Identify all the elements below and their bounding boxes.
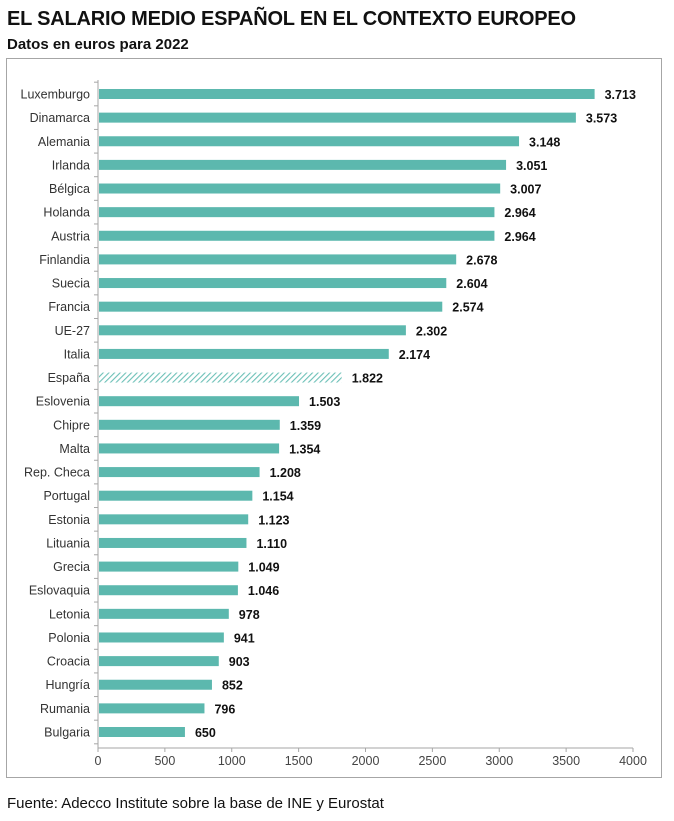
data-label: 1.110 [256, 537, 287, 551]
x-tick-label: 0 [95, 754, 102, 768]
x-tick-label: 500 [154, 754, 175, 768]
category-label: Dinamarca [30, 111, 90, 125]
bar [99, 278, 447, 289]
bar [99, 254, 457, 265]
bar [99, 396, 300, 407]
category-label: Alemania [38, 135, 90, 149]
category-label: Bulgaria [44, 726, 90, 740]
data-label: 1.049 [248, 561, 279, 575]
data-label: 3.051 [516, 159, 547, 173]
data-label: 1.154 [262, 490, 293, 504]
category-label: UE-27 [55, 324, 90, 338]
x-tick-label: 2500 [418, 754, 446, 768]
category-label: Luxemburgo [21, 88, 91, 102]
category-label: Rumania [40, 702, 90, 716]
x-tick-label: 3000 [485, 754, 513, 768]
category-label: Malta [59, 442, 90, 456]
bar [99, 443, 280, 454]
bar [99, 230, 495, 241]
category-label: Portugal [43, 489, 90, 503]
bar [99, 183, 501, 194]
category-label: Croacia [47, 655, 90, 669]
category-label: Letonia [49, 607, 90, 621]
x-tick-label: 1000 [218, 754, 246, 768]
category-label: Lituania [46, 536, 90, 550]
bar [99, 467, 260, 478]
data-label: 2.964 [504, 206, 535, 220]
bar [99, 372, 342, 383]
bar [99, 632, 224, 643]
bar [99, 89, 595, 99]
category-label: Estonia [48, 513, 90, 527]
bar [99, 136, 520, 147]
bar [99, 727, 185, 737]
category-label: Austria [51, 229, 90, 243]
category-label: Irlanda [52, 158, 90, 172]
category-label: Rep. Checa [24, 466, 90, 480]
bar [99, 608, 229, 619]
bar [99, 514, 249, 525]
category-label: Eslovaquia [29, 584, 90, 598]
data-label: 941 [234, 631, 255, 645]
x-tick-label: 1500 [285, 754, 313, 768]
bar [99, 112, 576, 123]
bar [99, 656, 219, 667]
data-label: 1.208 [270, 466, 301, 480]
x-tick-label: 2000 [352, 754, 380, 768]
bar [99, 703, 205, 714]
category-label: Chipre [53, 418, 90, 432]
data-label: 3.713 [605, 88, 636, 102]
category-label: España [48, 371, 90, 385]
bar [99, 561, 239, 572]
bar [99, 301, 443, 312]
category-label: Italia [64, 347, 90, 361]
data-label: 1.503 [309, 395, 340, 409]
data-label: 2.574 [452, 301, 483, 315]
data-label: 3.573 [586, 112, 617, 126]
category-label: Polonia [48, 631, 90, 645]
bar [99, 419, 280, 430]
source-note: Fuente: Adecco Institute sobre la base d… [7, 795, 384, 812]
data-label: 3.007 [510, 183, 541, 197]
data-label: 2.302 [416, 324, 447, 338]
bar [99, 325, 406, 336]
bar [99, 348, 389, 359]
data-label: 2.604 [456, 277, 487, 291]
data-label: 2.678 [466, 253, 497, 267]
chart-frame [6, 58, 662, 778]
bar [99, 537, 247, 548]
category-label: Finlandia [39, 253, 90, 267]
data-label: 1.822 [352, 372, 383, 386]
chart-title: EL SALARIO MEDIO ESPAÑOL EN EL CONTEXTO … [7, 8, 576, 30]
data-label: 1.359 [290, 419, 321, 433]
data-label: 650 [195, 726, 216, 740]
category-label: Francia [48, 300, 90, 314]
data-label: 1.046 [248, 584, 279, 598]
bar [99, 207, 495, 218]
bar [99, 490, 253, 501]
chart-subtitle: Datos en euros para 2022 [7, 36, 189, 53]
x-tick-label: 4000 [619, 754, 647, 768]
bar [99, 585, 238, 596]
data-label: 903 [229, 655, 250, 669]
category-label: Bélgica [49, 182, 90, 196]
category-label: Grecia [53, 560, 90, 574]
data-label: 3.148 [529, 135, 560, 149]
data-label: 796 [214, 702, 235, 716]
bar [99, 159, 507, 170]
bar [99, 679, 212, 690]
category-label: Holanda [43, 206, 90, 220]
bar-chart: Luxemburgo 3.713 Dinamarca 3.573 Alemania 3.1… [6, 58, 662, 778]
category-label: Hungría [46, 678, 91, 692]
data-label: 1.354 [289, 442, 320, 456]
data-label: 852 [222, 679, 243, 693]
data-label: 978 [239, 608, 260, 622]
x-tick-label: 3500 [552, 754, 580, 768]
data-label: 2.174 [399, 348, 430, 362]
category-label: Eslovenia [36, 395, 90, 409]
category-label: Suecia [52, 277, 90, 291]
data-label: 2.964 [504, 230, 535, 244]
data-label: 1.123 [258, 513, 289, 527]
